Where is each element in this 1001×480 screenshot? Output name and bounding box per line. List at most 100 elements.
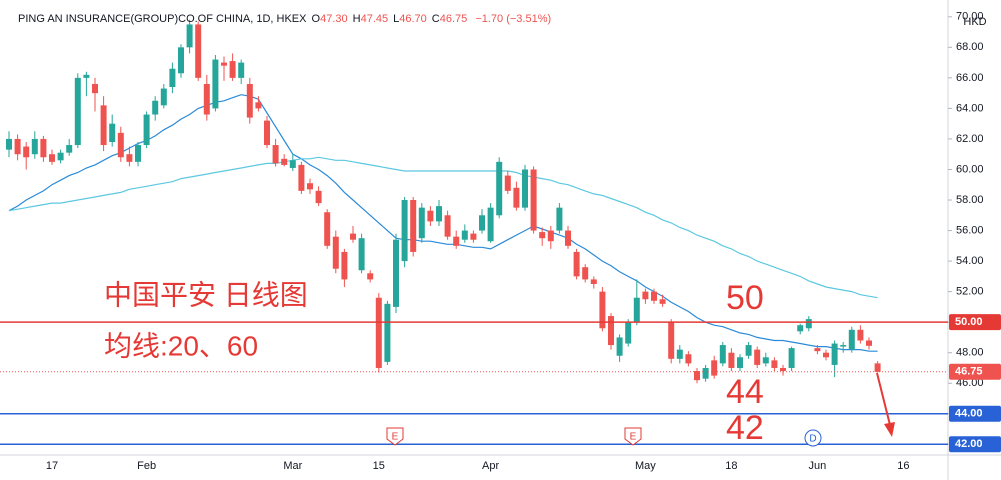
y-tick-label: 54.00 bbox=[956, 255, 984, 267]
candle-body bbox=[745, 345, 752, 356]
candle-body bbox=[547, 230, 554, 242]
ma-line bbox=[8, 94, 878, 352]
candle-body bbox=[771, 360, 778, 368]
legend-value: 47.45 bbox=[360, 13, 389, 25]
candle-body bbox=[754, 349, 761, 365]
legend-key: C bbox=[431, 13, 440, 25]
candle-body bbox=[539, 232, 546, 239]
candle-body bbox=[556, 207, 563, 231]
x-tick-label: Feb bbox=[137, 460, 156, 472]
last-price-label: 46.75 bbox=[955, 366, 983, 378]
candle-body bbox=[530, 169, 537, 231]
candle-body bbox=[367, 273, 374, 280]
legend-value: 46.75 bbox=[439, 13, 468, 25]
candle-body bbox=[375, 297, 382, 368]
candle-body bbox=[573, 251, 580, 277]
candle-body bbox=[332, 236, 339, 269]
candle-body bbox=[100, 105, 107, 146]
candle-body bbox=[23, 146, 30, 158]
candle-body bbox=[848, 329, 855, 350]
candle-body bbox=[410, 200, 417, 252]
candle-body bbox=[126, 154, 133, 162]
event-marker[interactable]: D bbox=[804, 429, 822, 447]
event-marker[interactable]: E bbox=[624, 427, 642, 446]
candle-body bbox=[479, 215, 485, 231]
event-marker[interactable]: E bbox=[386, 427, 404, 446]
candle-body bbox=[659, 299, 666, 304]
candle-body bbox=[83, 74, 90, 78]
y-tick-label: 52.00 bbox=[956, 286, 984, 298]
candle-body bbox=[169, 68, 176, 88]
y-tick-label: 66.00 bbox=[956, 72, 984, 84]
y-tick-label: 56.00 bbox=[956, 224, 984, 236]
candle-body bbox=[616, 337, 623, 356]
last-price-box bbox=[949, 363, 1001, 380]
candle-body bbox=[6, 138, 12, 150]
ohlc-legend: O47.30 H47.45 L46.70 C46.75 bbox=[310, 13, 473, 25]
candle-body bbox=[315, 190, 322, 204]
candle-body bbox=[762, 357, 769, 364]
candle-body bbox=[281, 158, 288, 165]
candle-body bbox=[436, 206, 442, 222]
x-tick-label: Apr bbox=[482, 460, 499, 472]
symbol-title: PING AN INSURANCE(GROUP)CO.OF CHINA, 1D,… bbox=[18, 13, 307, 25]
level-label: 42.00 bbox=[955, 438, 983, 450]
y-tick-label: 46.00 bbox=[956, 377, 984, 389]
ma-line bbox=[8, 156, 878, 299]
candle-body bbox=[135, 145, 141, 162]
candle-body bbox=[31, 138, 38, 155]
candle-body bbox=[14, 138, 21, 155]
candle-body bbox=[504, 175, 511, 191]
event-label: E bbox=[392, 432, 399, 443]
candle-body bbox=[608, 316, 614, 346]
legend-key: O bbox=[311, 13, 321, 25]
candle-body bbox=[264, 120, 270, 146]
candle-body bbox=[823, 352, 829, 358]
candle-body bbox=[186, 24, 193, 48]
candle-body bbox=[797, 325, 804, 332]
annotation: 均线:20、60 bbox=[104, 330, 258, 361]
legend-key: L bbox=[393, 13, 400, 25]
candle-body bbox=[814, 348, 821, 352]
annotation: 中国平安 日线图 bbox=[104, 279, 308, 310]
candle-body bbox=[418, 207, 425, 239]
candle-body bbox=[780, 367, 786, 372]
candle-body bbox=[625, 322, 632, 344]
candle-body bbox=[694, 371, 700, 381]
candle-body bbox=[685, 354, 692, 364]
y-tick-label: 62.00 bbox=[956, 133, 984, 145]
level-box bbox=[949, 314, 1001, 331]
candle-body bbox=[590, 279, 597, 284]
candle-body bbox=[160, 88, 167, 106]
candle-body bbox=[203, 83, 210, 115]
candle-body bbox=[642, 291, 649, 300]
candle-body bbox=[109, 123, 116, 142]
arrow-head bbox=[884, 422, 895, 437]
candle-body bbox=[582, 267, 589, 280]
arrow bbox=[876, 372, 895, 437]
x-tick-label: Mar bbox=[283, 460, 302, 472]
candle-body bbox=[840, 345, 847, 347]
candle-body bbox=[401, 200, 408, 262]
candle-body bbox=[831, 343, 838, 365]
candle-body bbox=[66, 145, 73, 153]
candle-body bbox=[358, 238, 365, 271]
candle-body bbox=[522, 169, 528, 208]
candle-body bbox=[737, 357, 743, 368]
event-label: D bbox=[809, 434, 816, 445]
currency: HKD bbox=[963, 16, 986, 28]
candle-body bbox=[117, 132, 124, 158]
level-box bbox=[949, 436, 1001, 453]
candle-body bbox=[866, 340, 872, 346]
candle-body bbox=[57, 152, 64, 161]
x-tick-label: 18 bbox=[725, 460, 737, 472]
candle-body bbox=[298, 164, 305, 191]
candle-body bbox=[272, 145, 279, 164]
candle-body bbox=[246, 83, 253, 118]
candle-body bbox=[496, 161, 503, 216]
candle-body bbox=[238, 62, 245, 78]
candle-body bbox=[702, 367, 709, 379]
y-tick-label: 60.00 bbox=[956, 163, 984, 175]
